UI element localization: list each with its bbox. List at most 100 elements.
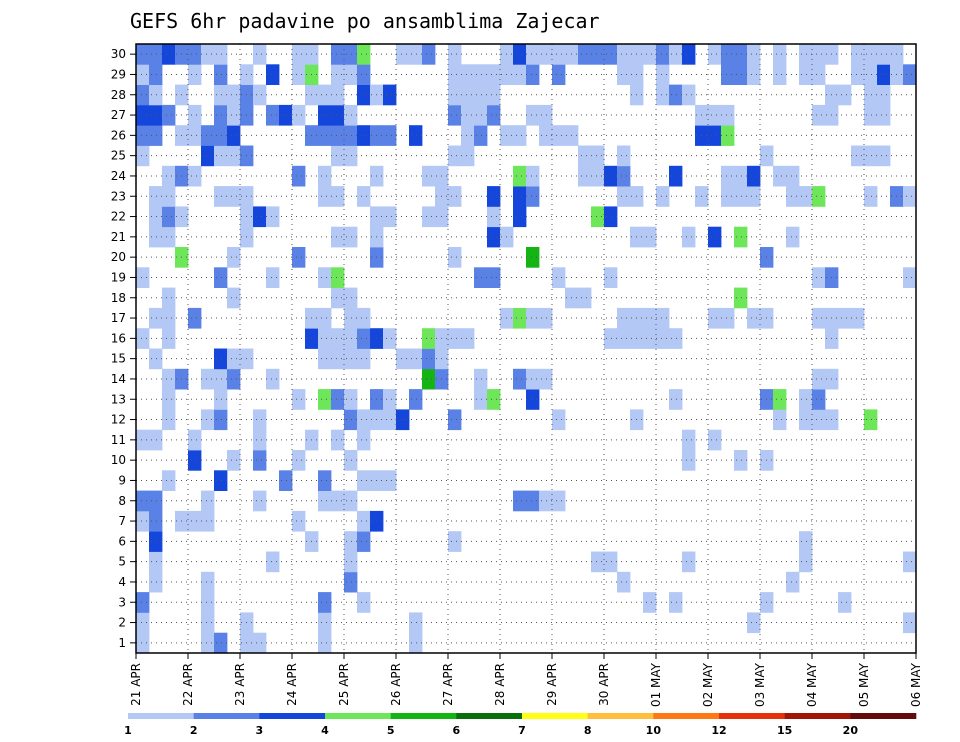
heatmap-cell xyxy=(227,125,241,146)
y-tick-label: 16 xyxy=(111,331,126,345)
heatmap-cell xyxy=(903,186,917,207)
heatmap-cell xyxy=(357,328,371,349)
heatmap-cell xyxy=(461,328,475,349)
heatmap-cell xyxy=(136,632,150,654)
colorbar-label: 2 xyxy=(190,724,198,737)
colorbar-swatch xyxy=(719,713,785,719)
heatmap-cell xyxy=(734,287,748,309)
heatmap-cell xyxy=(838,592,852,613)
heatmap-cell xyxy=(812,389,826,410)
heatmap-cell xyxy=(656,84,670,106)
heatmap-cell xyxy=(149,348,163,370)
heatmap-cell xyxy=(318,104,332,126)
heatmap-cell xyxy=(149,490,163,512)
heatmap-cell xyxy=(253,429,267,451)
heatmap-cell xyxy=(201,632,215,654)
heatmap-cell xyxy=(331,429,345,451)
heatmap-cell xyxy=(318,307,332,329)
heatmap-cell xyxy=(214,348,228,370)
heatmap-cell xyxy=(266,368,280,390)
heatmap-cell xyxy=(344,531,358,552)
x-tick-label: 06 MAY xyxy=(909,662,923,707)
heatmap-cell xyxy=(214,470,228,491)
heatmap-cell xyxy=(526,247,540,268)
heatmap-cell xyxy=(162,368,176,390)
heatmap-cell xyxy=(214,125,228,146)
heatmap-cell xyxy=(292,247,306,268)
heatmap-cell xyxy=(357,186,371,207)
heatmap-cell xyxy=(656,64,670,85)
heatmap-cell xyxy=(864,84,878,106)
heatmap-cell xyxy=(448,64,462,85)
heatmap-cell xyxy=(487,84,501,106)
heatmap-cell xyxy=(591,145,605,167)
heatmap-cell xyxy=(682,44,696,65)
heatmap-cell xyxy=(864,64,878,85)
heatmap-cell xyxy=(799,44,813,65)
x-tick-label: 25 APR xyxy=(337,663,351,706)
heatmap-cell xyxy=(279,104,293,126)
colorbar-label: 5 xyxy=(387,724,395,737)
x-tick-label: 27 APR xyxy=(441,663,455,706)
heatmap-cell xyxy=(552,267,566,288)
dotted-grid xyxy=(136,44,916,653)
heatmap-cell xyxy=(318,267,332,288)
heatmap-cell xyxy=(331,44,345,65)
heatmap-cell xyxy=(487,206,501,228)
heatmap-cell xyxy=(344,64,358,85)
colorbar-swatch xyxy=(653,713,720,719)
heatmap-cell xyxy=(357,429,371,451)
heatmap-cell xyxy=(201,368,215,390)
heatmap-cell xyxy=(526,368,540,390)
heatmap-cell xyxy=(136,84,150,106)
heatmap-cell xyxy=(149,64,163,85)
heatmap-cell xyxy=(188,125,202,146)
heatmap-cell xyxy=(747,44,761,65)
chart-title: GEFS 6hr padavine po ansamblima Zajecar xyxy=(130,9,600,33)
heatmap-cell xyxy=(448,145,462,167)
heatmap-cell xyxy=(526,44,540,65)
colorbar-label: 8 xyxy=(584,724,592,737)
heatmap-cell xyxy=(799,64,813,85)
heatmap-cell xyxy=(227,450,241,471)
heatmap-cell xyxy=(292,450,306,471)
heatmap-cell xyxy=(448,186,462,207)
heatmap-cell xyxy=(838,307,852,329)
heatmap-cell xyxy=(331,84,345,106)
heatmap-cell xyxy=(526,165,540,187)
colorbar-label: 1 xyxy=(124,724,132,737)
heatmap-cell xyxy=(526,186,540,207)
heatmap-cell xyxy=(656,44,670,65)
heatmap-cell xyxy=(253,206,267,228)
heatmap-cell xyxy=(331,64,345,85)
plot-frame xyxy=(135,43,917,654)
heatmap-cell xyxy=(214,409,228,431)
heatmap-cell xyxy=(734,44,748,65)
heatmap-cell xyxy=(253,84,267,106)
y-tick-label: 7 xyxy=(118,514,126,528)
y-tick-label: 15 xyxy=(111,352,126,366)
heatmap-cell xyxy=(643,44,657,65)
heatmap-cell xyxy=(578,145,592,167)
heatmap-cell xyxy=(682,551,696,573)
heatmap-cell xyxy=(318,632,332,654)
y-tick-label: 26 xyxy=(111,128,126,142)
heatmap-cell xyxy=(708,125,722,146)
heatmap-cell xyxy=(344,125,358,146)
heatmap-cell xyxy=(617,165,631,187)
heatmap-cell xyxy=(812,44,826,65)
y-tick-label: 2 xyxy=(118,616,126,630)
heatmap-cell xyxy=(188,44,202,65)
heatmap-cell xyxy=(526,307,540,329)
heatmap-cell xyxy=(331,267,345,288)
heatmap-cell xyxy=(903,551,917,573)
x-tick-label: 04 MAY xyxy=(805,662,819,707)
heatmap-cell xyxy=(526,389,540,410)
heatmap-cell xyxy=(474,368,488,390)
heatmap-cell xyxy=(786,186,800,207)
heatmap-cell xyxy=(136,64,150,85)
heatmap-cell xyxy=(292,44,306,65)
heatmap-cell xyxy=(461,125,475,146)
heatmap-cell xyxy=(643,226,657,248)
heatmap-cell xyxy=(721,104,735,126)
